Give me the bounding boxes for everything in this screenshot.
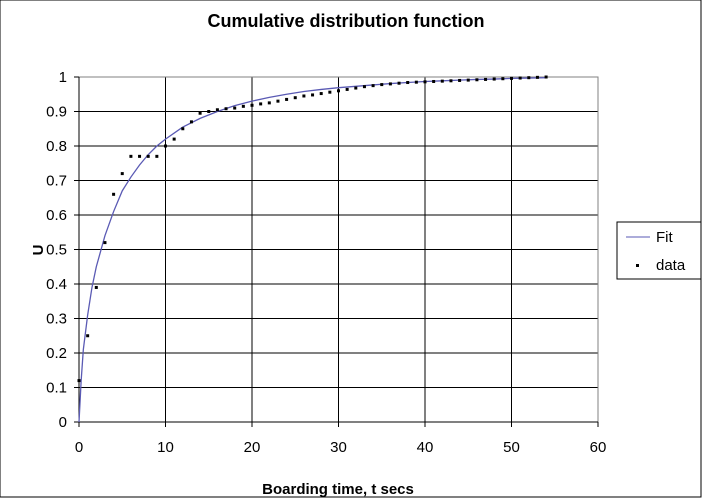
data-point: [189, 120, 193, 124]
data-point: [501, 77, 505, 81]
data-point: [129, 154, 133, 158]
data-point: [164, 144, 167, 148]
y-tick-label: 0.9: [46, 104, 67, 121]
legend-fit-label: Fit: [656, 229, 673, 246]
x-tick-label: 60: [590, 439, 607, 456]
data-point: [311, 93, 315, 97]
fit-curve: [78, 77, 547, 423]
data-point: [103, 241, 107, 245]
legend-data-swatch: [636, 264, 639, 267]
data-point: [86, 334, 90, 338]
data-point: [380, 83, 384, 87]
y-tick-label: 0.6: [46, 207, 67, 224]
data-point: [241, 104, 245, 108]
data-point: [146, 154, 150, 158]
x-tick-label: 30: [330, 439, 347, 456]
data-point: [475, 78, 479, 82]
data-point: [172, 137, 176, 141]
y-tick-label: 0.1: [46, 380, 67, 397]
data-point: [449, 79, 453, 83]
data-point: [302, 94, 306, 98]
chart-title: Cumulative distribution function: [208, 11, 485, 31]
data-point: [432, 79, 436, 83]
data-point: [138, 154, 142, 158]
data-point: [510, 76, 513, 80]
data-point: [354, 86, 358, 90]
data-point: [345, 87, 349, 91]
x-tick-label: 50: [503, 439, 520, 456]
data-point: [293, 96, 297, 100]
y-tick-label: 0.3: [46, 311, 67, 328]
x-tick-label: 40: [417, 439, 434, 456]
data-point: [337, 89, 340, 93]
data-point: [362, 85, 366, 89]
y-tick-label: 0.7: [46, 173, 67, 190]
y-tick-label: 0.2: [46, 345, 67, 362]
data-point: [259, 102, 263, 106]
x-tick-label: 0: [75, 439, 83, 456]
data-point: [458, 78, 462, 82]
data-point: [285, 97, 289, 101]
data-point: [112, 192, 116, 196]
data-point: [328, 90, 332, 94]
y-tick-label: 0.8: [46, 138, 67, 155]
y-tick-label: 0.5: [46, 242, 67, 259]
x-tick-label: 20: [244, 439, 261, 456]
data-point: [319, 92, 323, 96]
data-point: [492, 77, 496, 81]
data-point: [155, 154, 159, 158]
data-point: [120, 172, 124, 176]
legend: Fit data: [616, 221, 702, 280]
data-point: [215, 108, 219, 112]
x-tick-label: 10: [157, 439, 174, 456]
data-point: [250, 103, 254, 107]
data-point: [484, 77, 488, 81]
data-point: [276, 99, 280, 103]
y-tick-label: 1: [59, 69, 67, 86]
data-point: [207, 110, 211, 113]
tick-labels: 00.10.20.30.40.50.60.70.80.910 10 20 30 40 50…: [46, 69, 606, 456]
data-point: [466, 78, 470, 82]
data-point: [414, 80, 418, 84]
data-point: [527, 76, 531, 80]
legend-box: [616, 221, 702, 280]
data-point: [397, 81, 401, 85]
y-tick-label: 0.4: [46, 276, 67, 293]
data-point: [388, 82, 392, 86]
data-point: [371, 84, 375, 88]
legend-data-label: data: [656, 257, 686, 274]
data-point: [518, 76, 522, 80]
data-point: [198, 111, 202, 115]
y-tick-label: 0: [59, 414, 67, 431]
data-point: [267, 101, 271, 105]
data-point: [535, 75, 539, 79]
data-point: [406, 81, 410, 85]
data-point: [440, 79, 444, 83]
data-point: [224, 107, 228, 111]
data-point: [94, 285, 98, 289]
x-axis-label: Boarding time, t secs: [262, 481, 414, 498]
data-point: [423, 80, 427, 84]
series: [77, 75, 548, 423]
y-axis-label: U: [30, 245, 47, 256]
data-point: [233, 106, 237, 110]
data-point: [77, 379, 81, 383]
data-point: [544, 75, 548, 79]
data-point: [181, 127, 185, 131]
